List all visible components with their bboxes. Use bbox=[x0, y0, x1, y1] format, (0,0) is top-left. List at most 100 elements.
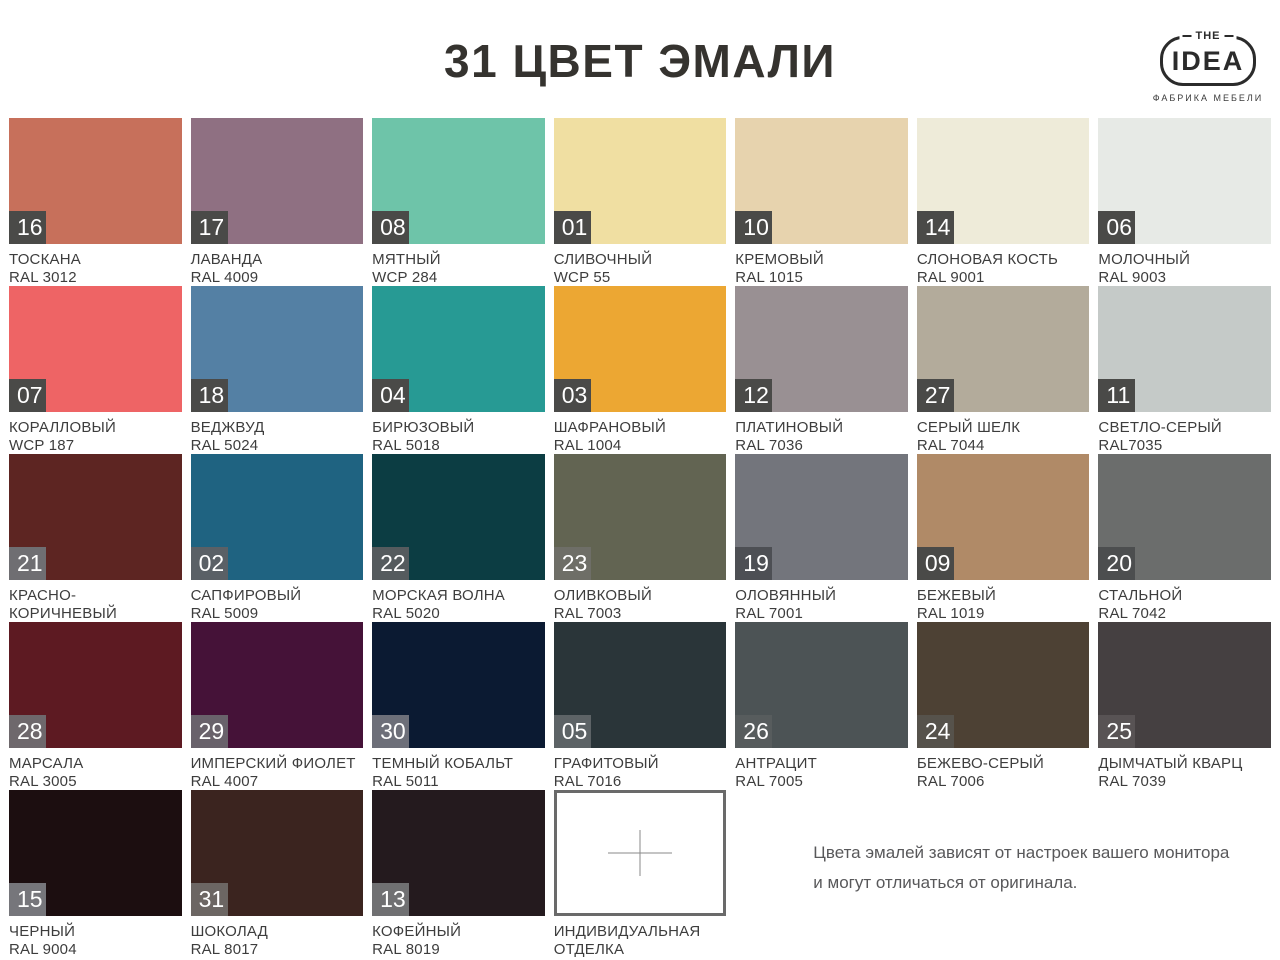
color-swatch: 08 bbox=[372, 118, 545, 244]
swatch-cell-22: 22 МОРСКАЯ ВОЛНА RAL 5020 bbox=[372, 454, 545, 622]
color-swatch: 24 bbox=[916, 622, 1090, 748]
swatch-cell-23: 23 ОЛИВКОВЫЙ RAL 7003 bbox=[553, 454, 727, 622]
swatch-name: БЕЖЕВЫЙ bbox=[916, 587, 997, 604]
swatch-number-badge: 25 bbox=[1098, 715, 1136, 748]
swatch-code: RAL 4009 bbox=[190, 269, 259, 286]
color-swatch: 13 bbox=[372, 790, 545, 916]
swatch-cell-09: 09 БЕЖЕВЫЙ RAL 1019 bbox=[916, 454, 1090, 622]
logo-subtitle: ФАБРИКА МЕБЕЛИ bbox=[1152, 93, 1264, 103]
swatch-name: АНТРАЦИТ bbox=[735, 755, 817, 772]
swatch-number-badge: 21 bbox=[9, 547, 46, 580]
swatch-number-badge: 16 bbox=[9, 211, 46, 244]
swatch-cell-16: 16 ТОСКАНА RAL 3012 bbox=[9, 118, 182, 286]
swatch-cell-28: 28 МАРСАЛА RAL 3005 bbox=[9, 622, 182, 790]
logo-the: THE bbox=[1179, 30, 1237, 42]
swatch-cell-19: 19 ОЛОВЯННЫЙ RAL 7001 bbox=[735, 454, 908, 622]
swatch-cell-14: 14 СЛОНОВАЯ КОСТЬ RAL 9001 bbox=[916, 118, 1090, 286]
swatch-name: ИМПЕРСКИЙ ФИОЛЕТ bbox=[190, 755, 356, 772]
color-swatch: 01 bbox=[553, 118, 727, 244]
brand-logo: THE IDEA ФАБРИКА МЕБЕЛИ bbox=[1152, 30, 1264, 103]
swatch-name: ОЛОВЯННЫЙ bbox=[735, 587, 837, 604]
swatch-name: СЛОНОВАЯ КОСТЬ bbox=[916, 251, 1059, 268]
swatch-code: WCP 284 bbox=[372, 269, 438, 286]
swatch-code: RAL 4007 bbox=[190, 773, 259, 790]
swatch-cell-06: 06 МОЛОЧНЫЙ RAL 9003 bbox=[1098, 118, 1271, 286]
swatch-name: ГРАФИТОВЫЙ bbox=[553, 755, 659, 772]
swatch-name: ТОСКАНА bbox=[9, 251, 81, 268]
color-swatch: 09 bbox=[916, 454, 1090, 580]
swatch-cell-11: 11 СВЕТЛО-СЕРЫЙ RAL7035 bbox=[1098, 286, 1271, 454]
swatch-number-badge: 01 bbox=[553, 211, 591, 244]
swatch-number-badge: 27 bbox=[916, 379, 954, 412]
swatch-code: RAL 7016 bbox=[553, 773, 622, 790]
color-swatch: 07 bbox=[9, 286, 182, 412]
color-swatch: 18 bbox=[190, 286, 364, 412]
swatch-number-badge: 22 bbox=[372, 547, 410, 580]
swatch-number-badge: 29 bbox=[190, 715, 228, 748]
swatch-code: RAL 7042 bbox=[1098, 605, 1167, 622]
swatch-name: ДЫМЧАТЫЙ КВАРЦ bbox=[1098, 755, 1243, 772]
swatch-name: МОЛОЧНЫЙ bbox=[1098, 251, 1191, 268]
swatch-cell-25: 25 ДЫМЧАТЫЙ КВАРЦ RAL 7039 bbox=[1098, 622, 1271, 790]
swatch-name: КРАСНО-КОРИЧНЕВЫЙ bbox=[9, 587, 117, 622]
custom-finish-label: ИНДИВИДУАЛЬНАЯ ОТДЕЛКА bbox=[553, 923, 701, 958]
swatch-code: RAL 7044 bbox=[916, 437, 985, 454]
swatch-number-badge: 09 bbox=[916, 547, 954, 580]
swatch-number-badge: 31 bbox=[190, 883, 228, 916]
disclaimer-line-2: и могут отличаться от оригинала. bbox=[813, 873, 1078, 892]
swatch-cell-02: 02 САПФИРОВЫЙ RAL 5009 bbox=[190, 454, 364, 622]
swatch-number-badge: 02 bbox=[190, 547, 228, 580]
swatch-code: RAL7035 bbox=[1098, 437, 1163, 454]
swatch-code: RAL 1019 bbox=[916, 605, 985, 622]
swatch-number-badge: 30 bbox=[372, 715, 410, 748]
swatch-code: RAL 8017 bbox=[190, 941, 259, 958]
swatch-name: СВЕТЛО-СЕРЫЙ bbox=[1098, 419, 1222, 436]
swatch-code: RAL 7006 bbox=[916, 773, 985, 790]
swatch-code: RAL 3005 bbox=[9, 773, 77, 790]
plus-icon bbox=[557, 793, 724, 913]
color-swatch: 27 bbox=[916, 286, 1090, 412]
color-swatch: 21 bbox=[9, 454, 182, 580]
swatch-name: СЕРЫЙ ШЕЛК bbox=[916, 419, 1021, 436]
swatch-code: WCP 187 bbox=[9, 437, 75, 454]
swatch-code: RAL 5020 bbox=[372, 605, 440, 622]
swatch-cell-03: 03 ШАФРАНОВЫЙ RAL 1004 bbox=[553, 286, 727, 454]
swatch-number-badge: 06 bbox=[1098, 211, 1136, 244]
logo-idea-text: IDEA bbox=[1171, 46, 1245, 76]
swatch-code: RAL 1004 bbox=[553, 437, 622, 454]
color-swatch: 14 bbox=[916, 118, 1090, 244]
color-swatch: 16 bbox=[9, 118, 182, 244]
color-swatch: 17 bbox=[190, 118, 364, 244]
swatch-code: RAL 5011 bbox=[372, 773, 439, 790]
swatch-number-badge: 04 bbox=[372, 379, 410, 412]
swatch-cell-26: 26 АНТРАЦИТ RAL 7005 bbox=[735, 622, 908, 790]
color-swatch: 23 bbox=[553, 454, 727, 580]
logo-dash-left bbox=[1182, 35, 1192, 37]
swatch-number-badge: 17 bbox=[190, 211, 228, 244]
swatch-name: ПЛАТИНОВЫЙ bbox=[735, 419, 844, 436]
swatch-number-badge: 05 bbox=[553, 715, 591, 748]
swatch-code: RAL 1015 bbox=[735, 269, 804, 286]
swatch-name: МОРСКАЯ ВОЛНА bbox=[372, 587, 506, 604]
swatch-number-badge: 13 bbox=[372, 883, 410, 916]
swatch-number-badge: 20 bbox=[1098, 547, 1136, 580]
swatch-cell-04: 04 БИРЮЗОВЫЙ RAL 5018 bbox=[372, 286, 545, 454]
swatch-name: ЛАВАНДА bbox=[190, 251, 263, 268]
color-swatch: 15 bbox=[9, 790, 182, 916]
swatch-number-badge: 12 bbox=[735, 379, 773, 412]
swatch-name: ШАФРАНОВЫЙ bbox=[553, 419, 666, 436]
disclaimer-line-1: Цвета эмалей зависят от настроек вашего … bbox=[813, 843, 1230, 862]
swatch-cell-13: 13 КОФЕЙНЫЙ RAL 8019 bbox=[372, 790, 545, 958]
swatch-cell-20: 20 СТАЛЬНОЙ RAL 7042 bbox=[1098, 454, 1271, 622]
swatch-name: САПФИРОВЫЙ bbox=[190, 587, 302, 604]
swatch-cell-17: 17 ЛАВАНДА RAL 4009 bbox=[190, 118, 364, 286]
swatch-number-badge: 19 bbox=[735, 547, 773, 580]
swatch-cell-31: 31 ШОКОЛАД RAL 8017 bbox=[190, 790, 364, 958]
swatch-name: КОФЕЙНЫЙ bbox=[372, 923, 462, 940]
color-swatch: 25 bbox=[1098, 622, 1271, 748]
color-swatch: 26 bbox=[735, 622, 908, 748]
color-swatch: 19 bbox=[735, 454, 908, 580]
swatch-cell-18: 18 ВЕДЖВУД RAL 5024 bbox=[190, 286, 364, 454]
color-swatch: 12 bbox=[735, 286, 908, 412]
swatch-code: RAL 9003 bbox=[1098, 269, 1167, 286]
